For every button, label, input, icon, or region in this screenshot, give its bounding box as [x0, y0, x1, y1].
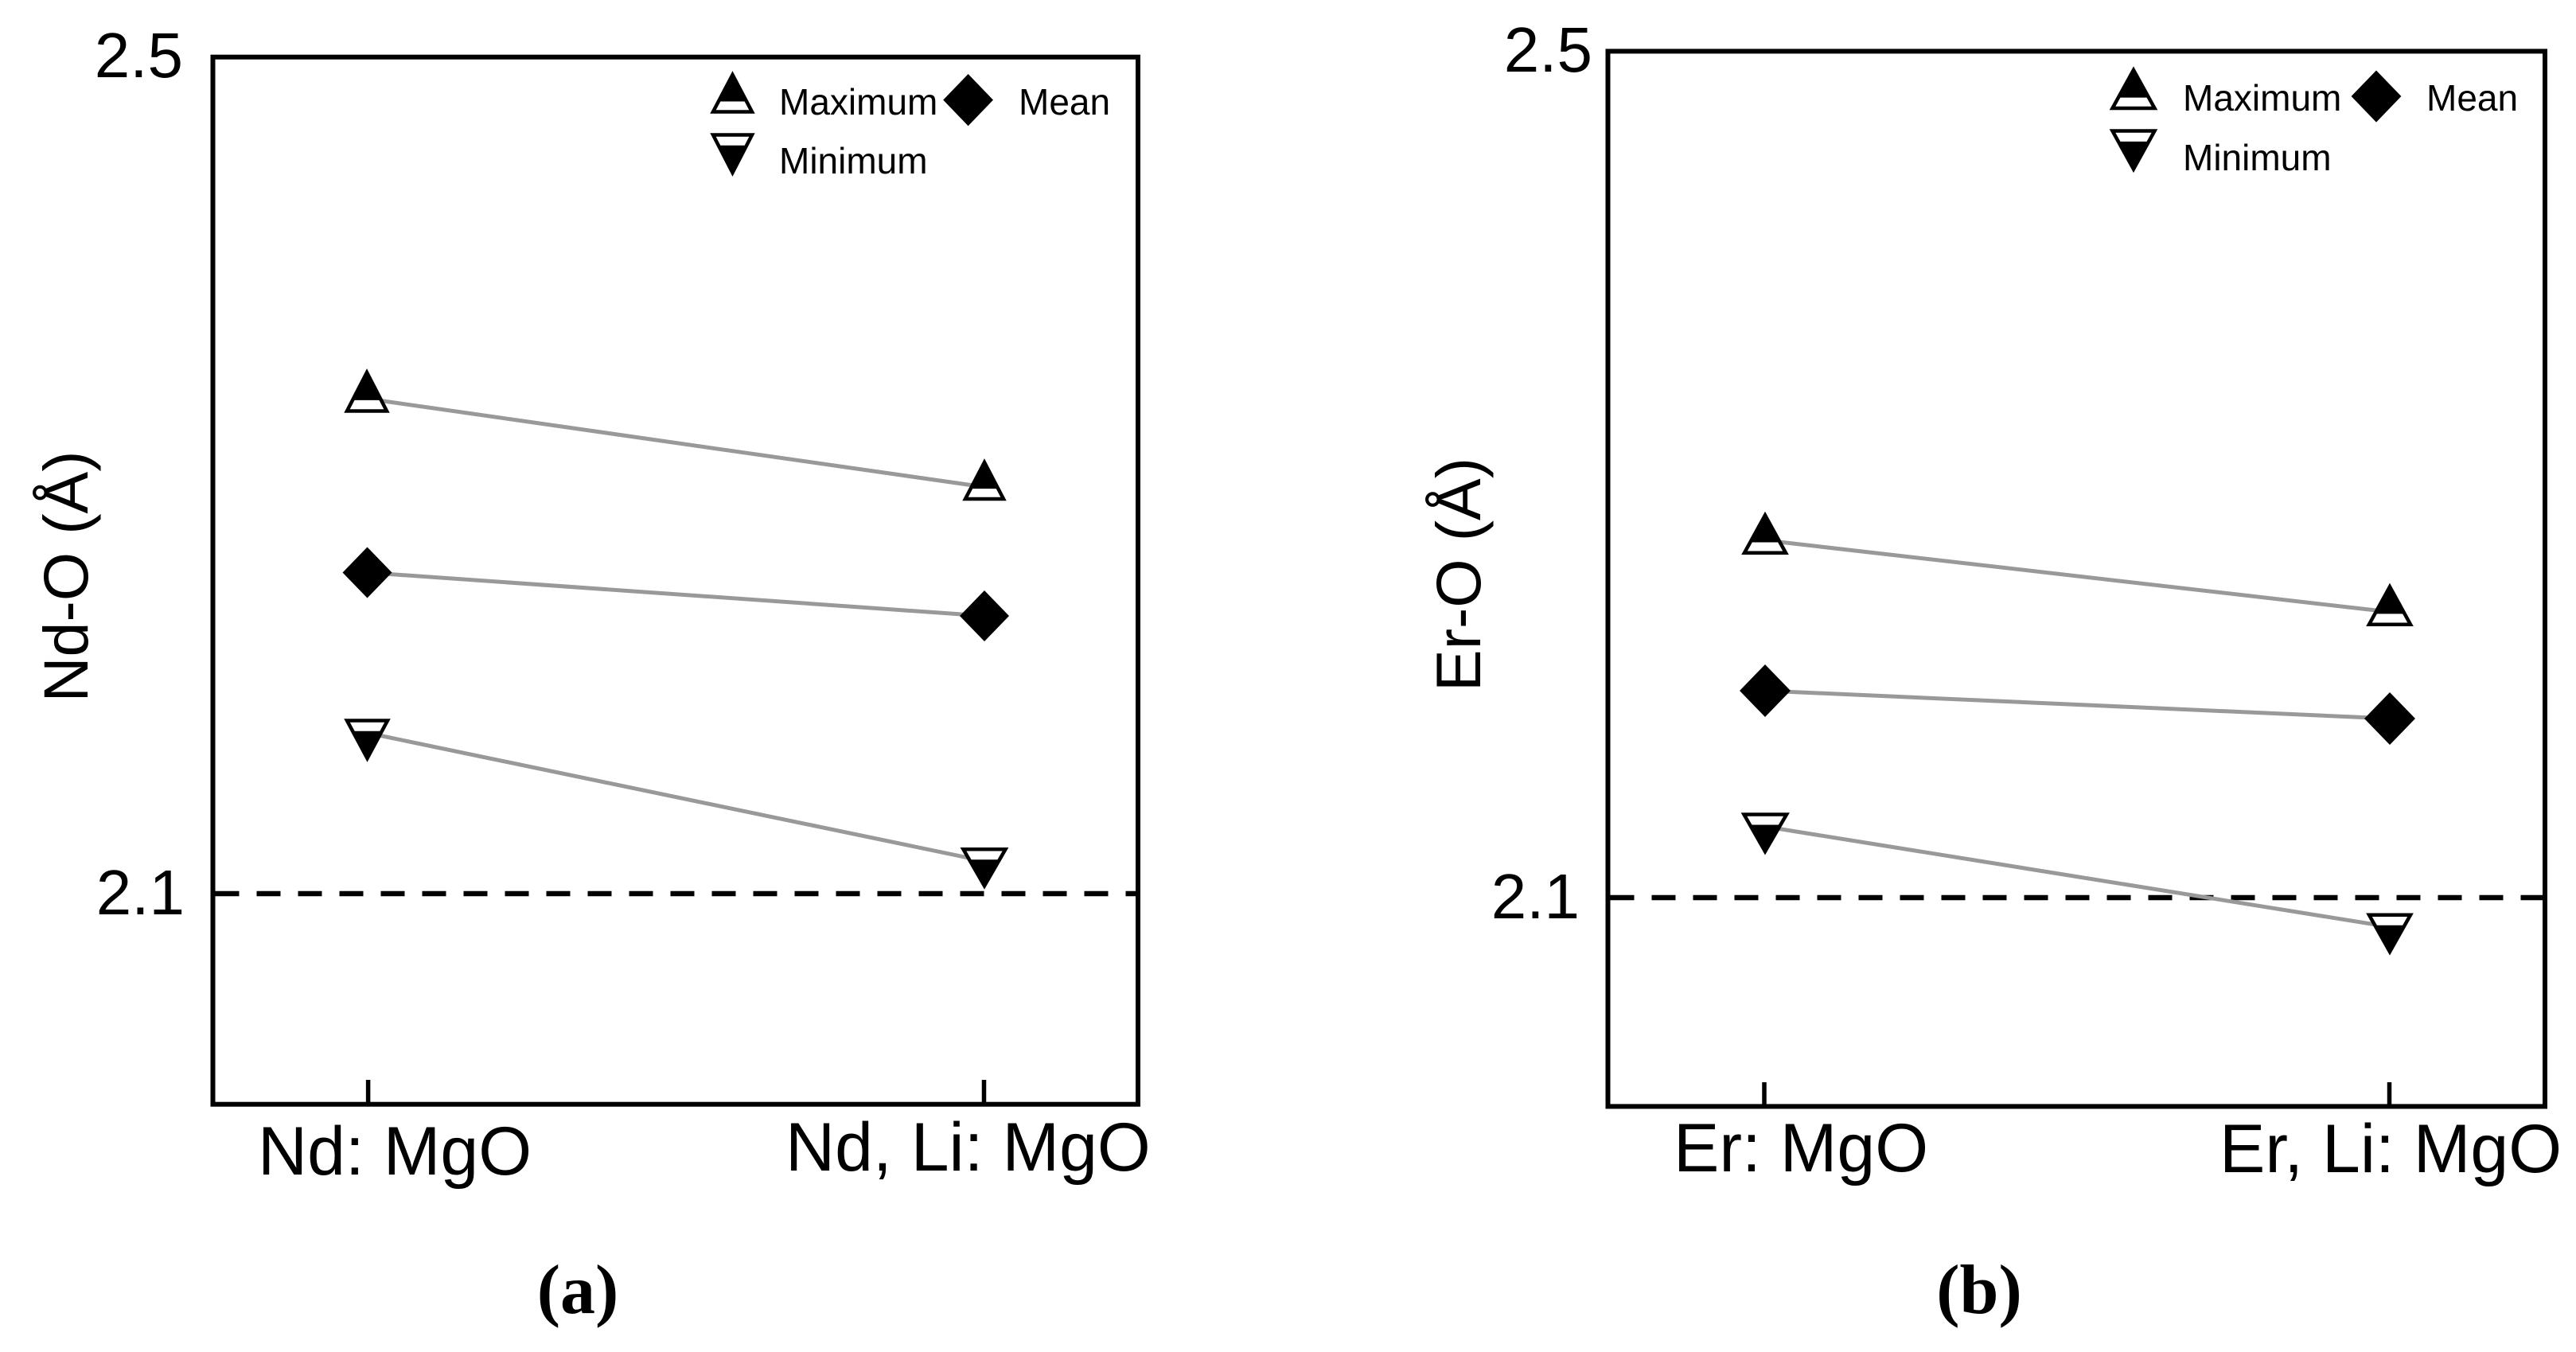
svg-text:Nd: MgO: Nd: MgO: [258, 1113, 532, 1190]
svg-text:Er, Li: MgO: Er, Li: MgO: [2219, 1111, 2562, 1187]
svg-text:Maximum: Maximum: [2183, 77, 2341, 119]
svg-text:Mean: Mean: [1019, 81, 1110, 123]
svg-text:2.5: 2.5: [95, 20, 183, 91]
svg-text:Nd, Li: MgO: Nd, Li: MgO: [785, 1109, 1151, 1186]
svg-text:Minimum: Minimum: [779, 140, 928, 181]
svg-text:Nd-O (Å): Nd-O (Å): [30, 451, 101, 703]
svg-text:2.5: 2.5: [1504, 14, 1592, 85]
svg-text:2.1: 2.1: [96, 857, 185, 928]
svg-text:Er: MgO: Er: MgO: [1674, 1110, 1928, 1186]
svg-text:Maximum: Maximum: [779, 81, 937, 123]
svg-text:Minimum: Minimum: [2183, 137, 2332, 178]
svg-text:(a): (a): [537, 1252, 619, 1329]
svg-text:Mean: Mean: [2426, 77, 2518, 119]
svg-text:Er-O (Å): Er-O (Å): [1423, 458, 1494, 692]
svg-text:2.1: 2.1: [1491, 861, 1580, 932]
svg-text:(b): (b): [1936, 1252, 2022, 1329]
